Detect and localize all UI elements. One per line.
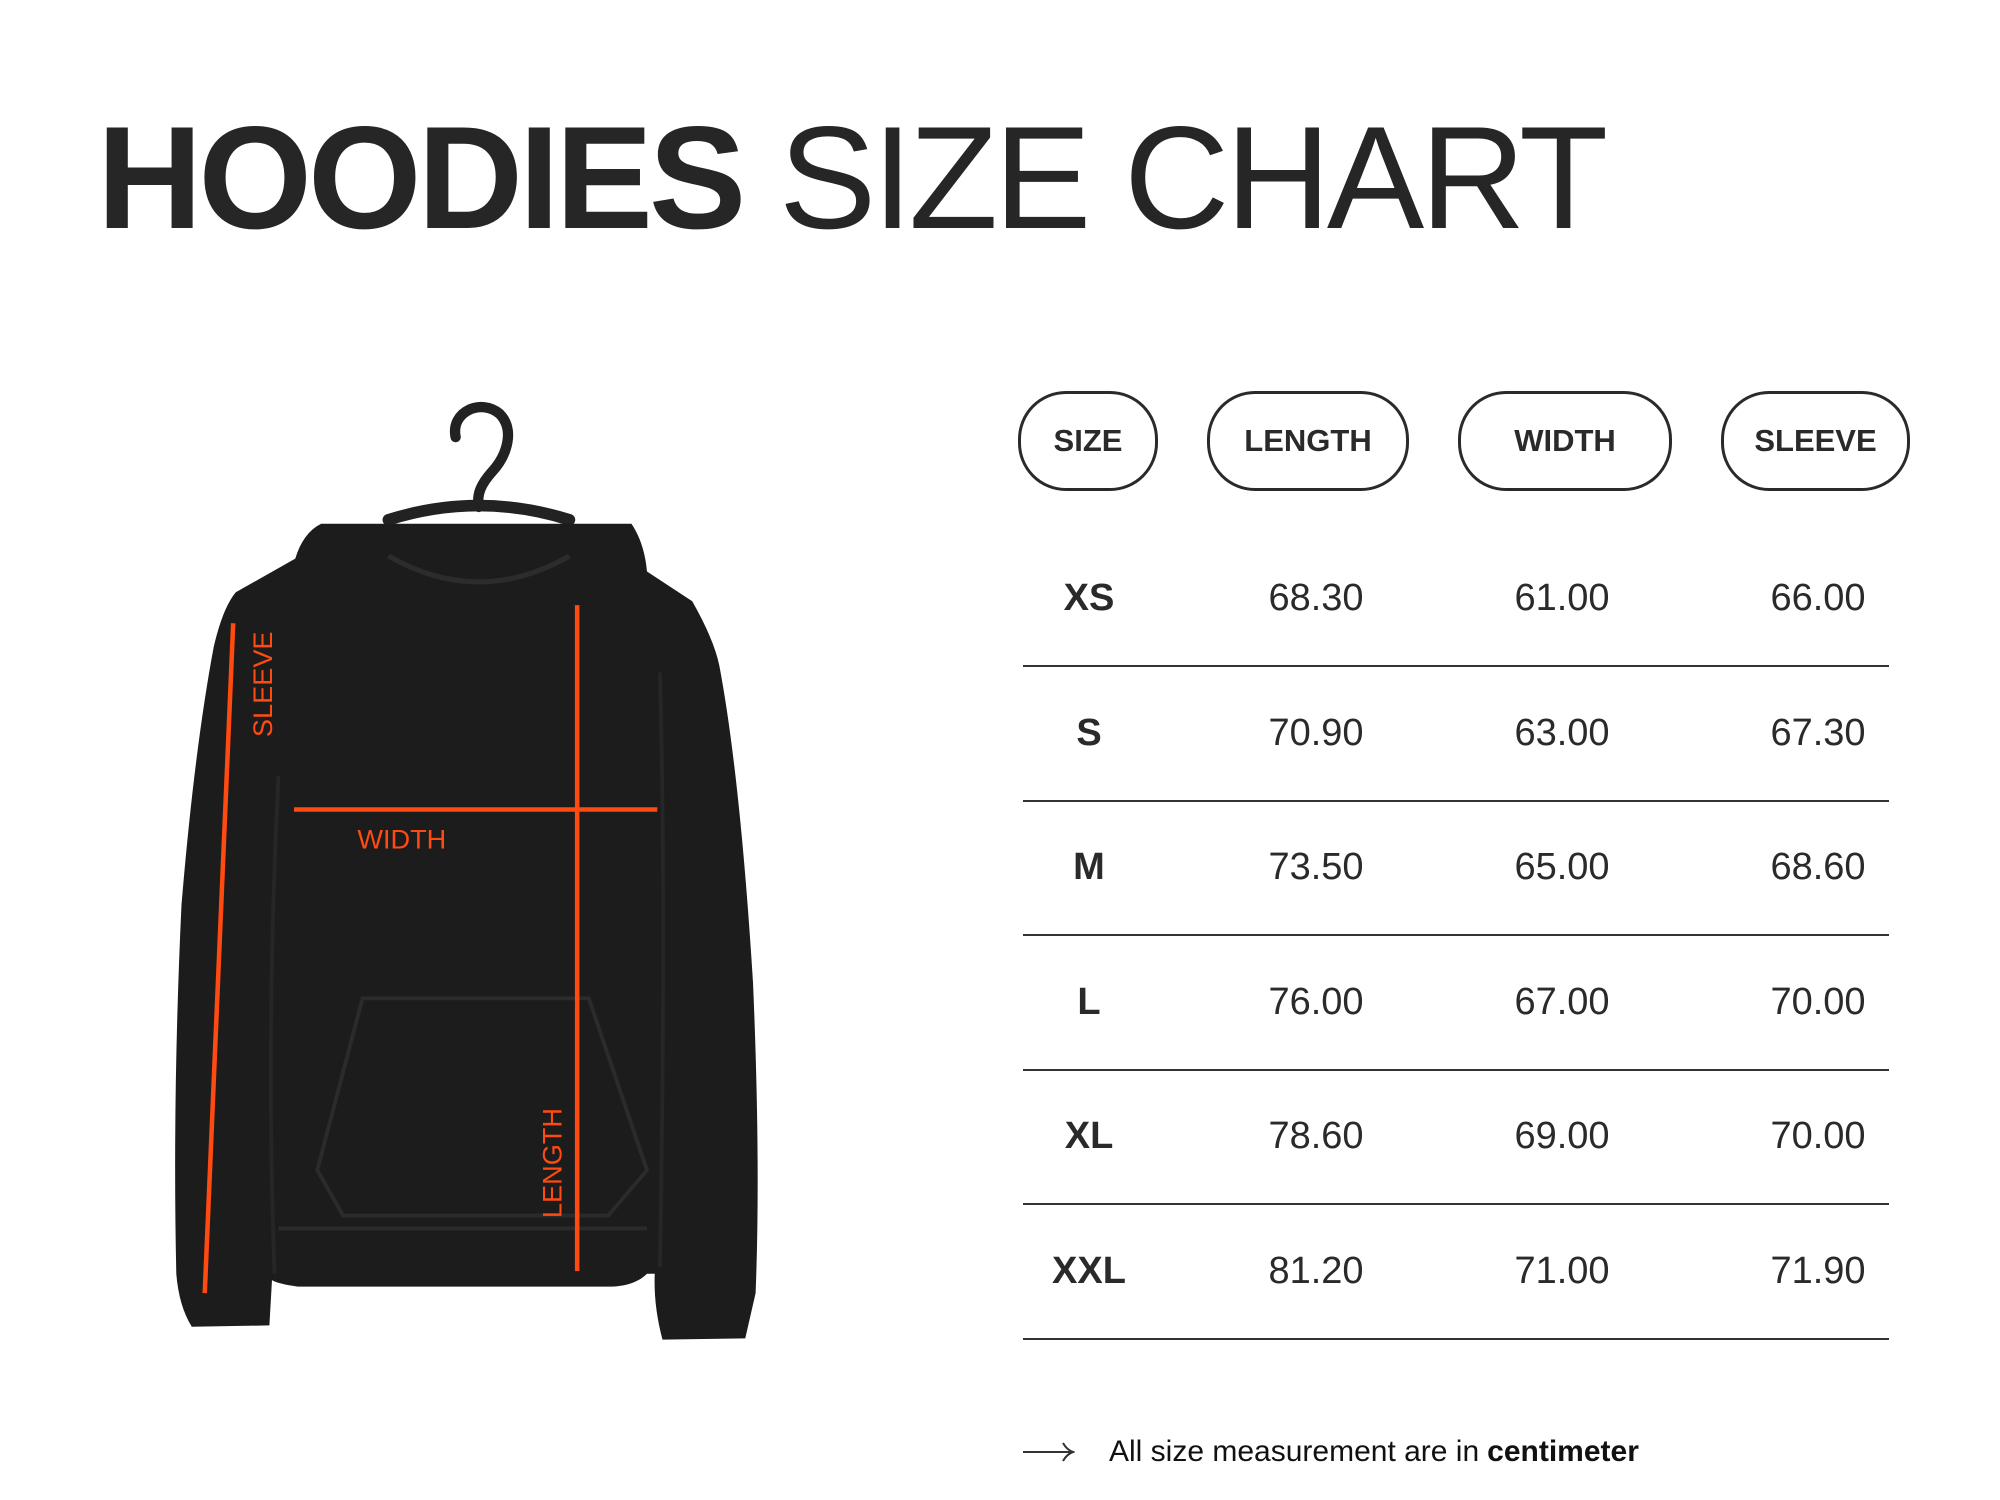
cell-length: 70.90 xyxy=(1268,711,1364,754)
table-row: M 73.50 65.00 68.60 xyxy=(1023,800,1889,937)
cell-sleeve: 66.00 xyxy=(1770,577,1866,619)
length-label: LENGTH xyxy=(537,1108,568,1218)
table-row: XL 78.60 69.00 70.00 xyxy=(1023,1069,1889,1206)
table-row: S 70.90 63.00 67.30 xyxy=(1023,666,1889,802)
cell-sleeve: 70.00 xyxy=(1770,1115,1866,1158)
sleeve-label: SLEEVE xyxy=(247,631,278,737)
header-length: LENGTH xyxy=(1207,391,1409,491)
cell-sleeve: 71.90 xyxy=(1770,1250,1866,1292)
header-sleeve: SLEEVE xyxy=(1721,391,1910,491)
page-title: HOODIES SIZE CHART xyxy=(97,96,1608,259)
cell-width: 63.00 xyxy=(1514,711,1610,754)
table-row: L 76.00 67.00 70.00 xyxy=(1023,935,1889,1071)
cell-size: S xyxy=(1076,711,1102,754)
cell-size: M xyxy=(1073,846,1105,889)
cell-length: 81.20 xyxy=(1268,1250,1364,1292)
cell-size: XS xyxy=(1063,577,1115,619)
cell-width: 65.00 xyxy=(1514,846,1610,889)
cell-sleeve: 67.30 xyxy=(1770,711,1866,754)
width-label: WIDTH xyxy=(357,823,446,854)
sleeve-measure-line xyxy=(202,623,236,1294)
cell-length: 76.00 xyxy=(1268,980,1364,1023)
cell-width: 71.00 xyxy=(1514,1250,1610,1292)
cell-sleeve: 70.00 xyxy=(1770,980,1866,1023)
cell-width: 61.00 xyxy=(1514,577,1610,619)
cell-width: 67.00 xyxy=(1514,980,1610,1023)
cell-width: 69.00 xyxy=(1514,1115,1610,1158)
cell-length: 73.50 xyxy=(1268,846,1364,889)
cell-size: XL xyxy=(1064,1115,1114,1158)
header-width: WIDTH xyxy=(1458,391,1672,491)
header-size: SIZE xyxy=(1018,391,1158,491)
arrow-right-icon xyxy=(1023,1442,1075,1462)
table-row: XS 68.30 61.00 66.00 xyxy=(1023,531,1889,667)
cell-sleeve: 68.60 xyxy=(1770,846,1866,889)
cell-length: 78.60 xyxy=(1268,1115,1364,1158)
hoodie-body xyxy=(175,523,758,1340)
cell-size: XXL xyxy=(1052,1250,1126,1292)
footer-note: All size measurement are in centimeter xyxy=(1023,1430,1639,1474)
cell-size: L xyxy=(1077,980,1101,1023)
cell-length: 68.30 xyxy=(1268,577,1364,619)
hanger-icon xyxy=(382,401,576,526)
table-row: XXL 81.20 71.00 71.90 xyxy=(1023,1204,1889,1340)
